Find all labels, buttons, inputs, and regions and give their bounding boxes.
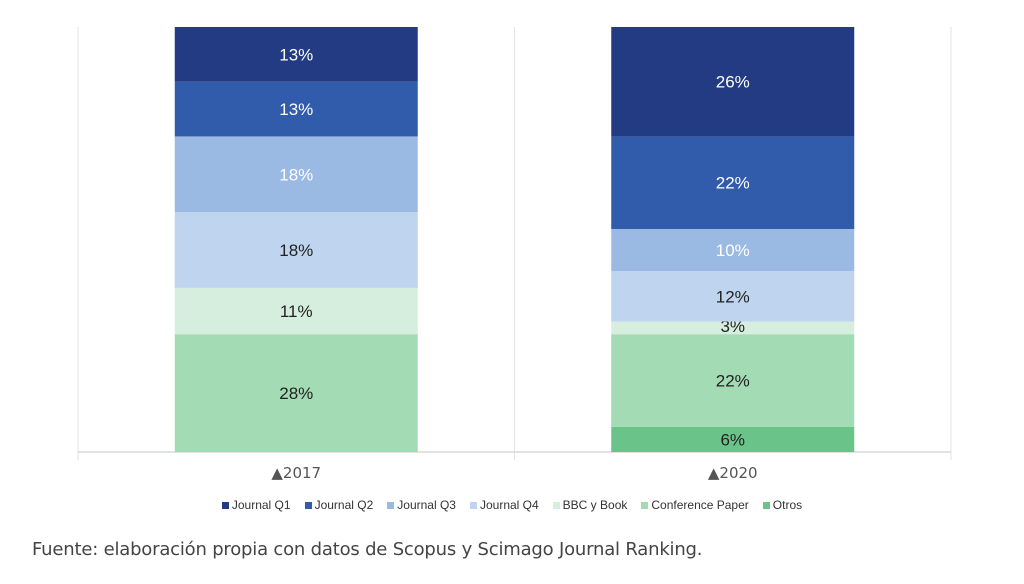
data-label: 3% bbox=[720, 317, 745, 336]
legend-label: Journal Q3 bbox=[397, 498, 456, 512]
legend-swatch bbox=[469, 501, 477, 509]
data-label: 18% bbox=[279, 241, 313, 260]
data-label: 10% bbox=[716, 241, 750, 260]
data-label: 28% bbox=[279, 384, 313, 403]
legend-swatch bbox=[304, 501, 312, 509]
legend-item: Journal Q4 bbox=[469, 498, 539, 512]
legend-item: BBC y Book bbox=[552, 498, 628, 512]
legend-label: Journal Q2 bbox=[314, 498, 374, 512]
bar-segment-journal-q2-2017 bbox=[174, 81, 418, 137]
legend-item: Journal Q3 bbox=[387, 498, 456, 512]
bar-segment-journal-q4-2017 bbox=[174, 212, 418, 288]
data-label: 22% bbox=[716, 174, 750, 193]
data-label: 11% bbox=[280, 302, 313, 321]
bar-segment-otros-2020 bbox=[611, 426, 855, 452]
bar-segment-journal-q3-2017 bbox=[174, 136, 418, 213]
legend-item: Journal Q1 bbox=[221, 498, 291, 512]
bar-segment-journal-q2-2020 bbox=[611, 136, 855, 229]
bar-segment-conference-paper-2020 bbox=[611, 334, 855, 427]
legend-swatch bbox=[552, 501, 560, 509]
legend-swatch bbox=[762, 501, 770, 509]
data-label: 18% bbox=[279, 165, 313, 184]
legend-label: Journal Q4 bbox=[479, 498, 539, 512]
bar-segment-journal-q4-2020 bbox=[611, 271, 855, 322]
legend-item: Journal Q2 bbox=[304, 498, 374, 512]
legend-label: Otros bbox=[772, 498, 803, 512]
legend-label: Conference Paper bbox=[651, 498, 749, 512]
data-label: 22% bbox=[716, 371, 750, 390]
data-label: 6% bbox=[720, 430, 745, 449]
x-tick-label: ▲2020 bbox=[708, 464, 758, 482]
bar-segment-conference-paper-2017 bbox=[174, 334, 418, 452]
bar-segment-journal-q1-2017 bbox=[174, 27, 418, 82]
legend-swatch bbox=[387, 501, 395, 509]
x-tick-label: ▲2017 bbox=[271, 464, 321, 482]
legend-item: Conference Paper bbox=[641, 498, 749, 512]
legend-label: BBC y Book bbox=[562, 498, 628, 512]
data-label: 26% bbox=[716, 73, 750, 92]
legend-swatch bbox=[641, 501, 649, 509]
chart-legend: Journal Q1 Journal Q2 Journal Q3 Journal Q4… bbox=[0, 498, 1024, 512]
data-label: 13% bbox=[279, 100, 313, 119]
stacked-bar-chart: 0%28%11%18%18%13%13%▲20176%22%3%12%10%22… bbox=[77, 27, 952, 482]
bar-segment-bbc-y-book-2017 bbox=[174, 287, 418, 335]
legend-label: Journal Q1 bbox=[231, 498, 291, 512]
data-label: 13% bbox=[279, 45, 313, 64]
bar-segment-journal-q1-2020 bbox=[611, 27, 855, 137]
bar-segment-bbc-y-book-2020 bbox=[611, 321, 855, 335]
legend-swatch bbox=[221, 501, 229, 509]
bar-segment-journal-q3-2020 bbox=[611, 228, 855, 272]
legend-item: Otros bbox=[762, 498, 803, 512]
data-label: 12% bbox=[716, 287, 750, 306]
source-note: Fuente: elaboración propia con datos de … bbox=[32, 539, 703, 560]
